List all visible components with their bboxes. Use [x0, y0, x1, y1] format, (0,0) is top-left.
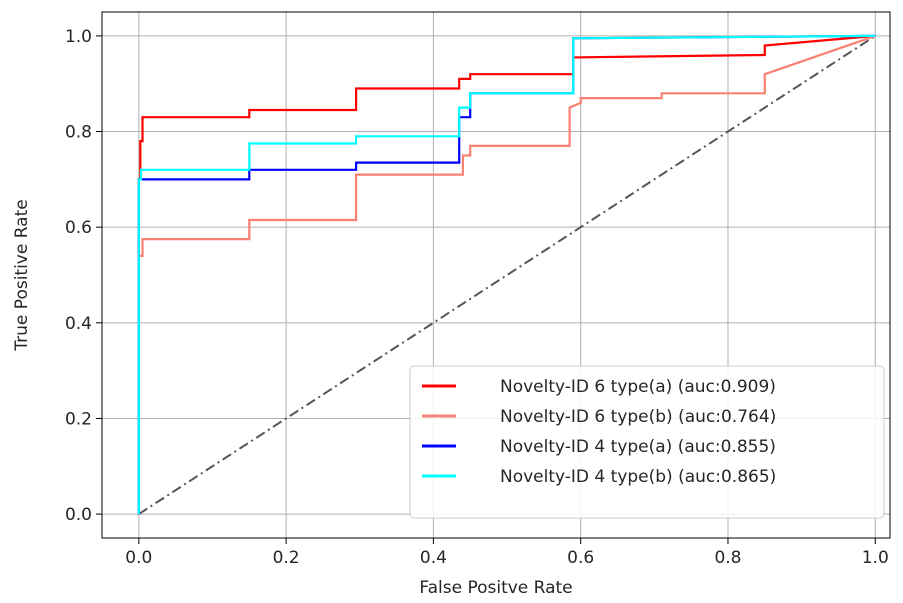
x-tick-label: 0.6	[567, 548, 594, 568]
x-tick-label: 0.8	[714, 548, 741, 568]
y-tick-label: 0.8	[65, 123, 92, 143]
x-tick-label: 0.0	[125, 548, 152, 568]
legend: Novelty-ID 6 type(a) (auc:0.909) Novelty-…	[409, 365, 885, 519]
legend-label: Novelty-ID 4 type(a) (auc:0.855)	[500, 437, 776, 457]
axis-ticks: 0.0 0.2 0.4 0.6 0.8 1.0 0.0 0.2 0.4 0.6 0.8 1.0	[65, 27, 889, 568]
y-tick-label: 0.0	[65, 505, 92, 525]
diagonal-line	[138, 35, 876, 515]
plot-frame	[101, 11, 891, 539]
x-axis-label: False Positve Rate	[419, 578, 572, 598]
legend-label: Novelty-ID 6 type(b) (auc:0.764)	[500, 407, 776, 427]
legend-box	[409, 365, 885, 519]
x-tick-label: 0.4	[420, 548, 447, 568]
y-axis-label: True Positive Rate	[12, 199, 32, 351]
y-tick-label: 0.4	[65, 314, 92, 334]
x-tick-label: 0.2	[273, 548, 300, 568]
series-lines	[137, 34, 876, 515]
legend-label: Novelty-ID 4 type(b) (auc:0.865)	[500, 467, 776, 487]
legend-label: Novelty-ID 6 type(a) (auc:0.909)	[500, 377, 776, 397]
diagonal-reference	[138, 35, 876, 515]
y-tick-label: 0.6	[65, 218, 92, 238]
y-tick-label: 0.2	[65, 409, 92, 429]
series-line-2	[137, 34, 876, 515]
series-line-4	[137, 34, 876, 515]
y-tick-label: 1.0	[65, 27, 92, 47]
grid	[102, 12, 890, 538]
x-tick-label: 1.0	[862, 548, 889, 568]
